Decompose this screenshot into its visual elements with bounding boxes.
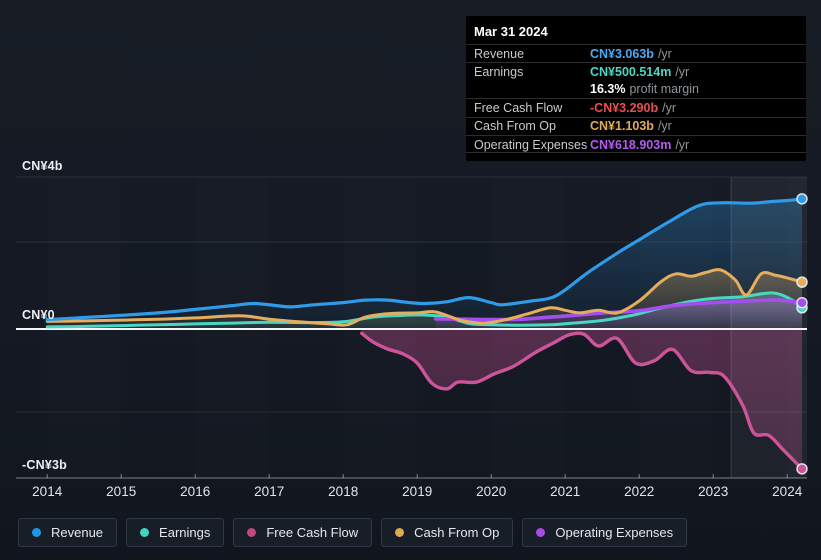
x-tick-label: 2021 xyxy=(550,484,580,499)
legend-label: Free Cash Flow xyxy=(266,525,359,540)
x-tick-label: 2014 xyxy=(32,484,63,499)
legend-dot-earnings xyxy=(140,528,150,537)
chart-tooltip: Mar 31 2024 Revenue CN¥3.063b /yr Earnings… xyxy=(466,16,806,162)
operating-expenses-endpoint-dot xyxy=(796,296,808,309)
legend-label: Revenue xyxy=(51,525,104,540)
legend-item-revenue[interactable]: Revenue xyxy=(18,518,118,547)
tooltip-row-value: CN¥1.103b xyxy=(590,119,654,134)
legend-label: Operating Expenses xyxy=(555,525,674,540)
legend-item-free-cash-flow[interactable]: Free Cash Flow xyxy=(233,518,373,547)
tooltip-row-revenue: Revenue CN¥3.063b /yr xyxy=(466,44,806,62)
tooltip-row-label: Revenue xyxy=(474,46,525,61)
tooltip-date: Mar 31 2024 xyxy=(474,24,548,39)
tooltip-row-suffix: /yr xyxy=(662,100,676,115)
legend-dot-revenue xyxy=(32,528,41,537)
tooltip-row-suffix: /yr xyxy=(675,65,690,80)
x-tick-label: 2019 xyxy=(402,484,432,499)
revenue-endpoint-dot xyxy=(796,193,808,205)
tooltip-row-profit-margin: 16.3% profit margin xyxy=(466,81,806,98)
chart-legend: Revenue Earnings Free Cash Flow Cash From O… xyxy=(18,518,688,547)
legend-item-earnings[interactable]: Earnings xyxy=(126,518,225,547)
tooltip-row-value: CN¥618.903m xyxy=(590,137,672,152)
tooltip-row-label: Cash From Op xyxy=(474,119,556,134)
tooltip-row-suffix: /yr xyxy=(657,119,672,134)
tooltip-row-label: Free Cash Flow xyxy=(474,100,563,115)
tooltip-row-suffix: profit margin xyxy=(629,82,699,97)
free-cash-flow-endpoint-dot xyxy=(796,463,808,475)
x-tick-label: 2020 xyxy=(476,484,506,499)
x-tick-label: 2018 xyxy=(328,484,358,499)
tooltip-row-label: Operating Expenses xyxy=(474,137,588,152)
cash-from-op-line xyxy=(45,268,804,327)
x-tick-label: 2015 xyxy=(106,484,136,499)
legend-dot-free-cash-flow xyxy=(247,528,257,537)
tooltip-row-suffix: /yr xyxy=(675,137,690,152)
cash-from-op-endpoint-dot xyxy=(796,276,808,288)
tooltip-row-value: 16.3% xyxy=(590,82,626,97)
highlight-band xyxy=(731,177,807,478)
tooltip-divider xyxy=(466,152,806,154)
x-tick-label: 2017 xyxy=(254,484,284,499)
legend-dot-operating-expenses xyxy=(536,528,546,537)
free-cash-flow-line xyxy=(360,331,804,471)
tooltip-row-operating-expenses: Operating Expenses CN¥618.903m /yr xyxy=(466,134,806,153)
tooltip-row-value: CN¥3.063b xyxy=(590,46,654,61)
x-tick-label: 2022 xyxy=(624,484,654,499)
legend-label: Earnings xyxy=(159,525,211,540)
legend-dot-cash-from-op xyxy=(395,528,405,537)
tooltip-row-earnings: Earnings CN¥500.514m /yr xyxy=(466,62,806,80)
tooltip-row-label: Earnings xyxy=(474,65,524,80)
revenue-area xyxy=(47,198,802,329)
x-tick-label: 2016 xyxy=(180,484,210,499)
y-axis-label-top: CN¥4b xyxy=(22,159,63,173)
x-tick-label: 2024 xyxy=(772,484,803,499)
tooltip-row-value: CN¥500.514m xyxy=(590,65,672,80)
x-tick-label: 2023 xyxy=(698,484,728,499)
revenue-line xyxy=(45,197,804,322)
free-cash-flow-area xyxy=(361,329,802,469)
tooltip-row-value: -CN¥3.290b xyxy=(590,100,659,115)
tooltip-row-free-cash-flow: Free Cash Flow -CN¥3.290b /yr xyxy=(466,98,806,116)
legend-item-cash-from-op[interactable]: Cash From Op xyxy=(381,518,514,547)
tooltip-row-cash-from-op: Cash From Op CN¥1.103b /yr xyxy=(466,116,806,135)
y-axis-label-zero: CN¥0 xyxy=(22,308,55,322)
legend-label: Cash From Op xyxy=(414,525,500,540)
earnings-line xyxy=(45,291,804,329)
legend-item-operating-expenses[interactable]: Operating Expenses xyxy=(522,518,688,547)
tooltip-row-suffix: /yr xyxy=(657,46,672,61)
y-axis-label-bottom: -CN¥3b xyxy=(22,458,67,472)
